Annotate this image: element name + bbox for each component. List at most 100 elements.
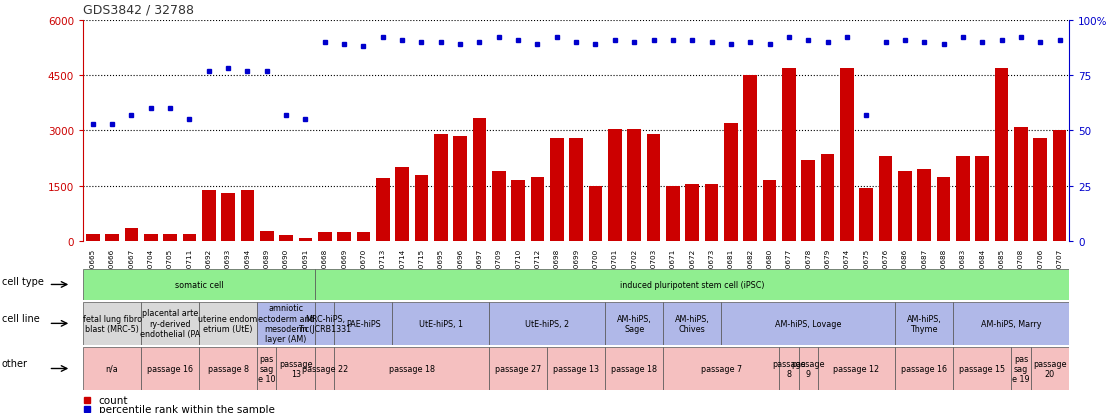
Text: count: count <box>99 396 129 406</box>
Bar <box>489 302 605 345</box>
Text: other: other <box>1 358 28 368</box>
Bar <box>125 229 138 242</box>
Text: passage
9: passage 9 <box>791 359 825 378</box>
Bar <box>799 347 818 390</box>
Bar <box>183 234 196 242</box>
Text: passage 16: passage 16 <box>901 364 947 373</box>
Bar <box>260 231 274 242</box>
Bar <box>975 157 989 242</box>
Text: passage
8: passage 8 <box>772 359 806 378</box>
Text: passage 7: passage 7 <box>700 364 741 373</box>
Bar <box>1012 347 1030 390</box>
Bar <box>570 138 583 242</box>
Bar <box>1053 131 1066 242</box>
Bar <box>257 302 315 345</box>
Bar <box>666 186 679 242</box>
Text: cell line: cell line <box>1 313 40 323</box>
Text: UtE-hiPS, 2: UtE-hiPS, 2 <box>525 319 570 328</box>
Bar <box>240 191 254 242</box>
Bar <box>664 347 779 390</box>
Bar <box>956 157 970 242</box>
Bar <box>895 302 953 345</box>
Bar <box>315 347 335 390</box>
Bar <box>489 347 547 390</box>
Bar <box>686 185 699 242</box>
Text: passage 13: passage 13 <box>553 364 599 373</box>
Bar <box>1030 347 1069 390</box>
Text: cell type: cell type <box>1 276 43 286</box>
Text: fetal lung fibro
blast (MRC-5): fetal lung fibro blast (MRC-5) <box>82 314 142 333</box>
Bar <box>279 235 293 242</box>
Bar <box>664 302 721 345</box>
Text: passage 15: passage 15 <box>960 364 1005 373</box>
Bar <box>163 234 177 242</box>
Bar <box>705 185 718 242</box>
Bar <box>627 129 640 242</box>
Text: passage 27: passage 27 <box>495 364 542 373</box>
Bar <box>105 234 119 242</box>
Text: percentile rank within the sample: percentile rank within the sample <box>99 404 275 413</box>
Bar <box>605 302 664 345</box>
Text: AM-hiPS,
Thyme: AM-hiPS, Thyme <box>906 314 942 333</box>
Bar <box>879 157 892 242</box>
Bar <box>1034 138 1047 242</box>
Text: induced pluripotent stem cell (iPSC): induced pluripotent stem cell (iPSC) <box>619 280 765 289</box>
Bar <box>202 190 216 242</box>
Bar <box>277 347 315 390</box>
Bar <box>995 69 1008 242</box>
Text: uterine endom
etrium (UtE): uterine endom etrium (UtE) <box>198 314 258 333</box>
Text: passage 18: passage 18 <box>389 364 434 373</box>
Bar <box>953 347 1012 390</box>
Bar <box>1014 128 1027 242</box>
Bar <box>335 302 392 345</box>
Text: PAE-hiPS: PAE-hiPS <box>346 319 381 328</box>
Bar <box>605 347 664 390</box>
Bar <box>141 302 199 345</box>
Text: AM-hiPS,
Sage: AM-hiPS, Sage <box>617 314 652 333</box>
Bar <box>762 181 777 242</box>
Bar <box>357 233 370 242</box>
Bar <box>588 186 603 242</box>
Text: passage 22: passage 22 <box>301 364 348 373</box>
Text: passage
13: passage 13 <box>279 359 312 378</box>
Bar <box>337 233 351 242</box>
Bar <box>414 176 428 242</box>
Bar <box>860 188 873 242</box>
Text: pas
sag
e 10: pas sag e 10 <box>258 354 276 383</box>
Bar <box>315 270 1069 300</box>
Bar <box>899 172 912 242</box>
Bar <box>396 168 409 242</box>
Bar <box>818 347 895 390</box>
Text: UtE-hiPS, 1: UtE-hiPS, 1 <box>419 319 463 328</box>
Bar <box>936 177 951 242</box>
Bar <box>779 347 799 390</box>
Bar <box>86 234 100 242</box>
Bar <box>83 302 141 345</box>
Bar <box>953 302 1069 345</box>
Bar <box>647 135 660 242</box>
Text: GDS3842 / 32788: GDS3842 / 32788 <box>83 4 194 17</box>
Bar <box>144 234 157 242</box>
Bar <box>83 270 315 300</box>
Text: passage 8: passage 8 <box>207 364 248 373</box>
Bar <box>392 302 489 345</box>
Bar <box>550 138 564 242</box>
Bar <box>743 76 757 242</box>
Bar <box>257 347 277 390</box>
Bar <box>782 69 796 242</box>
Bar <box>434 135 448 242</box>
Bar <box>453 137 466 242</box>
Bar <box>531 177 544 242</box>
Text: passage 18: passage 18 <box>612 364 657 373</box>
Text: passage
20: passage 20 <box>1033 359 1067 378</box>
Bar <box>473 118 486 242</box>
Bar <box>199 302 257 345</box>
Bar <box>821 155 834 242</box>
Text: AM-hiPS,
Chives: AM-hiPS, Chives <box>675 314 709 333</box>
Bar <box>801 161 815 242</box>
Bar <box>335 347 489 390</box>
Bar <box>83 347 141 390</box>
Bar <box>895 347 953 390</box>
Bar <box>917 170 931 242</box>
Bar <box>141 347 199 390</box>
